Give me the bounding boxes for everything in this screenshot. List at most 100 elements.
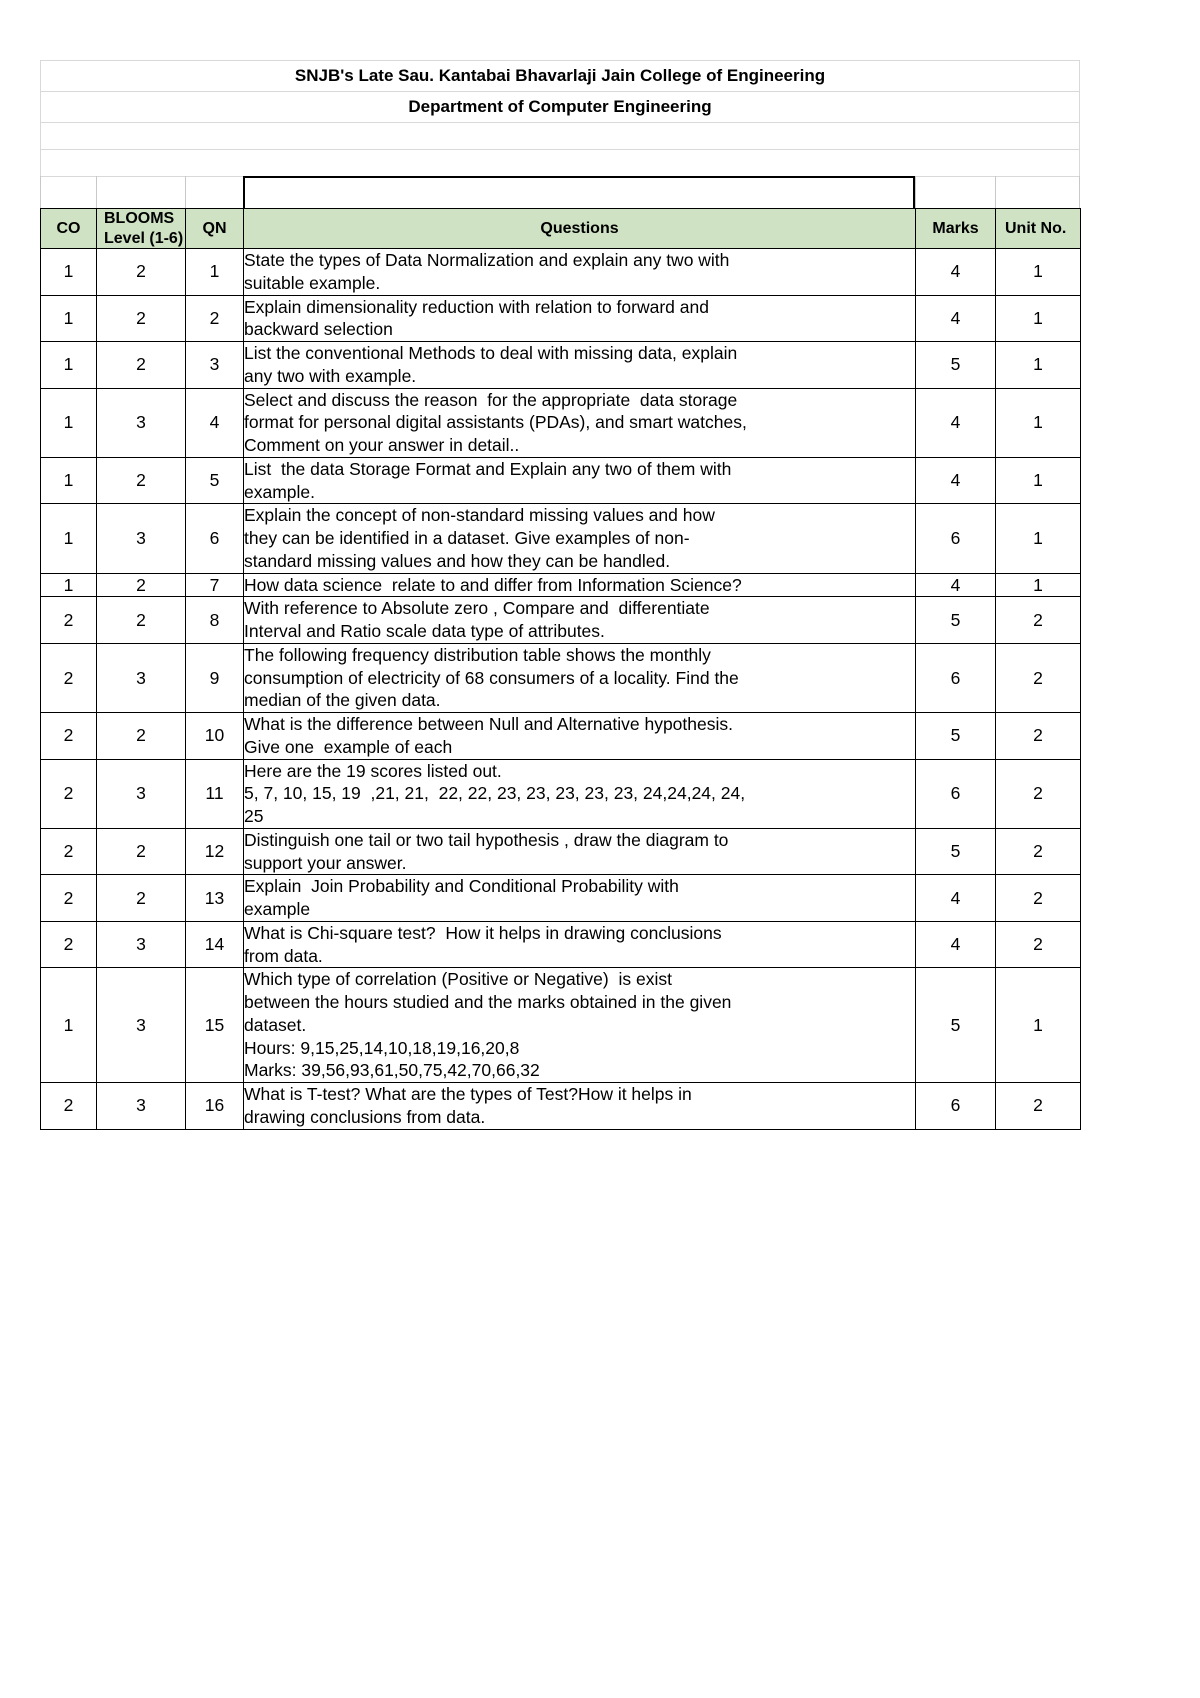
cell-blooms: 2 [96,874,186,922]
cell-co: 1 [40,967,97,1084]
cell-unit: 1 [995,294,1081,343]
header-blank-row-2 [41,150,1079,177]
cell-co: 1 [40,387,97,458]
question-line: example. [244,481,316,502]
cell-co: 2 [40,920,97,969]
question-line: support your answer. [244,852,407,873]
document-header: SNJB's Late Sau. Kantabai Bhavarlaji Jai… [40,60,1080,177]
question-line: 5, 7, 10, 15, 19 ,21, 21, 22, 22, 23, 23… [244,783,746,804]
cell-unit: 1 [995,967,1081,1084]
table-row: 2 3 11 Here are the 19 scores listed out. 5,… [40,758,1081,829]
question-line: between the hours studied and the marks … [244,992,732,1013]
cell-marks: 4 [915,294,996,343]
cell-unit: 2 [995,642,1081,714]
cell-marks: 5 [915,596,996,644]
cell-blooms: 3 [96,642,186,714]
cell-co: 2 [40,712,97,760]
table-row: 2 2 8 With reference to Absolute zero , Com… [40,596,1081,644]
cell-question: Distinguish one tail or two tail hypothe… [243,827,916,876]
cell-blooms: 3 [96,758,186,829]
cell-qn: 9 [185,642,244,714]
cell-co: 2 [40,758,97,829]
stub-cell-questions [243,176,915,209]
table-row: 1 2 2 Explain dimensionality reduction with… [40,294,1081,343]
table-row: 2 3 14 What is Chi-square test? How it help… [40,920,1081,969]
table-row: 2 3 16 What is T-test? What are the types o… [40,1082,1081,1130]
cell-marks: 4 [915,456,996,505]
cell-marks: 4 [915,248,996,296]
cell-marks: 4 [915,920,996,969]
college-title: SNJB's Late Sau. Kantabai Bhavarlaji Jai… [41,61,1079,92]
cell-question: State the types of Data Normalization an… [243,248,916,296]
cell-question: The following frequency distribution tab… [243,642,916,714]
cell-qn: 2 [185,294,244,343]
question-line: median of the given data. [244,690,441,711]
table-row: 1 3 15 Which type of correlation (Positive … [40,967,1081,1084]
cell-co: 1 [40,503,97,574]
question-line: suitable example. [244,272,381,293]
cell-unit: 2 [995,712,1081,760]
cell-unit: 2 [995,920,1081,969]
cell-marks: 6 [915,758,996,829]
table-header-row: CO BLOOMS Level (1-6) QN Questions Marks… [40,207,1081,250]
cell-qn: 3 [185,341,244,389]
table-row: 1 2 3 List the conventional Methods to deal… [40,341,1081,389]
cell-co: 2 [40,874,97,922]
question-line: dataset. [244,1014,307,1035]
question-line: drawing conclusions from data. [244,1106,486,1127]
question-line: any two with example. [244,365,417,386]
cell-co: 2 [40,1082,97,1130]
cell-qn: 6 [185,503,244,574]
cell-co: 1 [40,456,97,505]
stub-cell-qn [185,176,243,209]
cell-qn: 16 [185,1082,244,1130]
cell-qn: 4 [185,387,244,458]
column-header-marks: Marks [915,207,996,250]
cell-blooms: 3 [96,387,186,458]
cell-blooms: 2 [96,572,186,598]
question-line: The following frequency distribution tab… [244,644,711,665]
cell-co: 2 [40,642,97,714]
cell-unit: 2 [995,758,1081,829]
column-header-unit: Unit No. [995,207,1081,250]
cell-unit: 2 [995,874,1081,922]
cell-blooms: 2 [96,596,186,644]
cell-marks: 5 [915,967,996,1084]
cell-blooms: 2 [96,294,186,343]
cell-co: 1 [40,341,97,389]
question-bank-table: CO BLOOMS Level (1-6) QN Questions Marks… [40,207,1081,1130]
question-line: Distinguish one tail or two tail hypothe… [244,829,729,850]
question-line: How data science relate to and differ fr… [244,574,742,595]
question-line: from data. [244,945,323,966]
cell-question: Explain the concept of non-standard miss… [243,503,916,574]
cell-blooms: 2 [96,248,186,296]
cell-question: Explain Join Probability and Conditional… [243,874,916,922]
stub-cell-co [40,176,96,209]
cell-question: What is Chi-square test? How it helps in… [243,920,916,969]
cell-co: 1 [40,572,97,598]
question-line: List the data Storage Format and Explain… [244,458,732,479]
cell-question: List the conventional Methods to deal wi… [243,341,916,389]
table-row: 1 3 6 Explain the concept of non-standard m… [40,503,1081,574]
cell-question: Which type of correlation (Positive or N… [243,967,916,1084]
cell-qn: 8 [185,596,244,644]
table-stub-row [40,176,1080,209]
cell-unit: 1 [995,387,1081,458]
cell-unit: 1 [995,503,1081,574]
question-line: Give one example of each [244,736,453,757]
cell-qn: 15 [185,967,244,1084]
cell-blooms: 2 [96,827,186,876]
question-line: Explain dimensionality reduction with re… [244,296,709,317]
cell-qn: 14 [185,920,244,969]
column-header-qn: QN [185,207,244,250]
question-line: What is Chi-square test? How it helps in… [244,922,722,943]
cell-co: 1 [40,248,97,296]
question-line: With reference to Absolute zero , Compar… [244,598,710,619]
table-row: 2 2 10 What is the difference between Null … [40,712,1081,760]
cell-blooms: 2 [96,456,186,505]
question-line: format for personal digital assistants (… [244,412,747,433]
cell-qn: 1 [185,248,244,296]
cell-question: Here are the 19 scores listed out. 5, 7, … [243,758,916,829]
cell-blooms: 2 [96,712,186,760]
